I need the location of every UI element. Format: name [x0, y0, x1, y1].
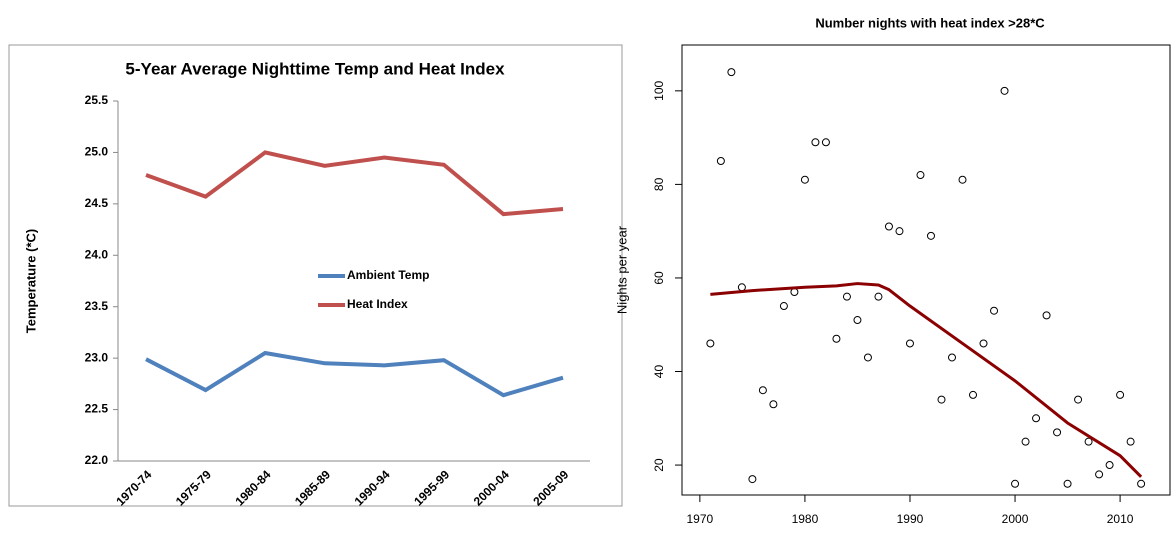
chart-frame	[8, 44, 623, 507]
data-point	[737, 283, 746, 292]
data-point	[1137, 479, 1146, 488]
plot-box	[681, 44, 1171, 496]
trend-line	[710, 282, 1143, 478]
y-tick-label: 22.0	[85, 453, 109, 467]
x-tick-label: 2000	[1002, 512, 1029, 526]
data-point	[1126, 437, 1135, 446]
data-point	[821, 138, 830, 147]
data-point	[1011, 479, 1020, 488]
y-tick-label: 40	[652, 365, 666, 379]
data-point	[842, 292, 851, 301]
data-point	[1095, 470, 1104, 479]
data-point	[769, 400, 778, 409]
data-point	[1042, 311, 1051, 320]
y-tick-label: 20	[652, 458, 666, 472]
data-point	[779, 302, 788, 311]
x-tick-label: 1970	[687, 512, 714, 526]
data-point	[916, 171, 925, 180]
y-tick-label: 60	[652, 271, 666, 285]
data-point	[948, 353, 957, 362]
y-tick-label: 22.5	[85, 402, 109, 416]
x-tick-label: 1980	[792, 512, 819, 526]
data-point	[832, 334, 841, 343]
data-line	[145, 350, 564, 398]
chart-title: 5-Year Average Nighttime Temp and Heat I…	[125, 59, 505, 78]
y-axis-label: Temperature (*C)	[23, 229, 38, 334]
data-point	[958, 175, 967, 184]
data-point	[990, 306, 999, 315]
chart-title: Number nights with heat index >28*C	[815, 15, 1045, 30]
data-point	[1021, 437, 1030, 446]
y-tick-label: 23.5	[85, 299, 109, 313]
data-point	[884, 222, 893, 231]
data-point	[853, 316, 862, 325]
y-tick-label: 25.0	[85, 145, 109, 159]
data-point	[926, 231, 935, 240]
data-point	[1084, 437, 1093, 446]
y-tick-label: 23.0	[85, 350, 109, 364]
data-line	[145, 150, 564, 217]
legend-label: Heat Index	[347, 297, 408, 311]
data-point	[1063, 479, 1072, 488]
data-point	[706, 339, 715, 348]
data-point	[1116, 390, 1125, 399]
data-point	[748, 475, 757, 484]
data-point	[979, 339, 988, 348]
data-point	[716, 157, 725, 166]
data-point	[937, 395, 946, 404]
data-point	[1074, 395, 1083, 404]
data-point	[800, 175, 809, 184]
data-point	[969, 390, 978, 399]
data-point	[1000, 86, 1009, 95]
data-point	[1032, 414, 1041, 423]
data-point	[863, 353, 872, 362]
data-point	[1105, 461, 1114, 470]
y-tick-label: 100	[652, 81, 666, 101]
data-point	[1053, 428, 1062, 437]
data-point	[905, 339, 914, 348]
y-tick-label: 80	[652, 177, 666, 191]
x-tick-label: 1990	[897, 512, 924, 526]
data-point	[727, 68, 736, 77]
legend-label: Ambient Temp	[347, 268, 429, 282]
y-tick-label: 25.5	[85, 93, 109, 107]
y-tick-label: 24.5	[85, 196, 109, 210]
data-point	[811, 138, 820, 147]
data-point	[874, 292, 883, 301]
x-tick-label: 2010	[1107, 512, 1134, 526]
data-point	[758, 386, 767, 395]
y-tick-label: 24.0	[85, 247, 109, 261]
data-point	[895, 227, 904, 236]
y-axis-label: Nights per year	[614, 225, 629, 314]
